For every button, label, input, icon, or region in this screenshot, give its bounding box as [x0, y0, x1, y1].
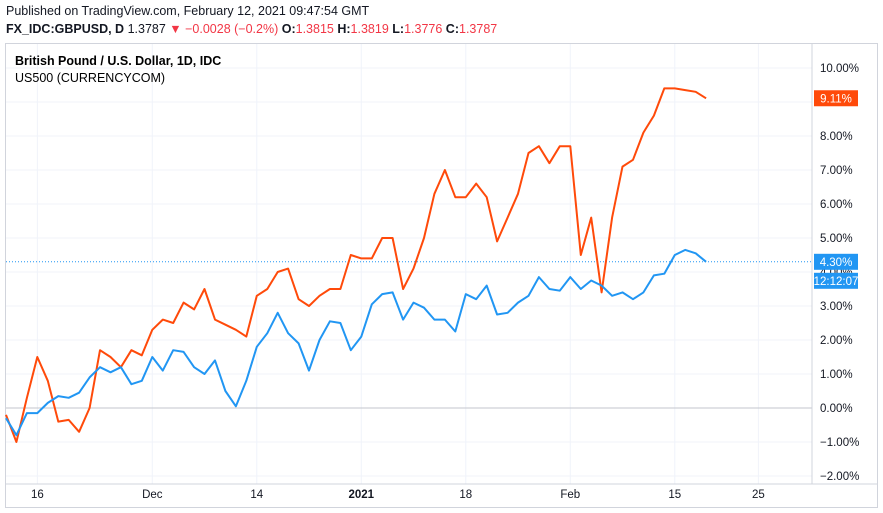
last-price: 1.3787: [127, 22, 166, 36]
y-tick-label: −1.00%: [820, 437, 859, 449]
chart-frame: [5, 43, 878, 508]
price-change: ▼ −0.0028 (−0.2%): [169, 22, 279, 36]
chart-title: British Pound / U.S. Dollar, 1D, IDC: [15, 54, 221, 68]
countdown-text: 12:12:07: [814, 276, 859, 288]
chart-subtitle: US500 (CURRENCYCOM): [15, 71, 165, 85]
price-badges: 9.11% 4.30% 12:12:07: [814, 90, 859, 289]
series-layer: [5, 87, 707, 443]
y-tick-label: 7.00%: [820, 165, 853, 177]
y-tick-label: 10.00%: [820, 63, 859, 75]
badge-us500: 9.11%: [814, 90, 858, 107]
y-tick-label: 0.00%: [820, 403, 853, 415]
grid: [6, 44, 812, 484]
high-value: 1.3819: [350, 22, 389, 36]
x-tick-label: Feb: [560, 489, 580, 501]
close-value: 1.3787: [459, 22, 498, 36]
x-tick-label: 14: [250, 489, 263, 501]
badge-gbpusd-text: 4.30%: [820, 257, 853, 269]
y-tick-label: 5.00%: [820, 233, 853, 245]
ohlc-bar: FX_IDC:GBPUSD, D 1.3787 ▼ −0.0028 (−0.2%…: [6, 22, 497, 36]
y-tick-label: 1.00%: [820, 369, 853, 381]
x-tick-label: Dec: [142, 489, 163, 501]
y-tick-label: −2.00%: [820, 471, 859, 483]
x-axis[interactable]: 16 Dec 14 2021 18 Feb 15 25: [31, 489, 765, 501]
x-tick-label: 15: [668, 489, 681, 501]
y-tick-label: 6.00%: [820, 199, 853, 211]
x-tick-label: 25: [752, 489, 765, 501]
series-line-gbpusd: [5, 248, 707, 437]
x-tick-label: 2021: [349, 489, 375, 501]
x-tick-label: 18: [459, 489, 472, 501]
low-value: 1.3776: [404, 22, 443, 36]
x-tick-label: 16: [31, 489, 44, 501]
series-line-us500: [5, 87, 707, 443]
open-value: 1.3815: [295, 22, 334, 36]
y-tick-label: 3.00%: [820, 301, 853, 313]
open-label: O:: [281, 22, 296, 36]
low-label: L:: [392, 22, 405, 36]
badge-gbpusd: 4.30%: [814, 253, 858, 270]
y-tick-label: 2.00%: [820, 335, 853, 347]
close-label: C:: [445, 22, 459, 36]
badge-us500-text: 9.11%: [820, 93, 852, 105]
countdown-badge: 12:12:07: [814, 272, 859, 289]
high-label: H:: [337, 22, 351, 36]
y-tick-label: 8.00%: [820, 131, 853, 143]
published-caption: Published on TradingView.com, February 1…: [6, 4, 370, 18]
symbol-label: FX_IDC:GBPUSD, D: [6, 22, 125, 36]
